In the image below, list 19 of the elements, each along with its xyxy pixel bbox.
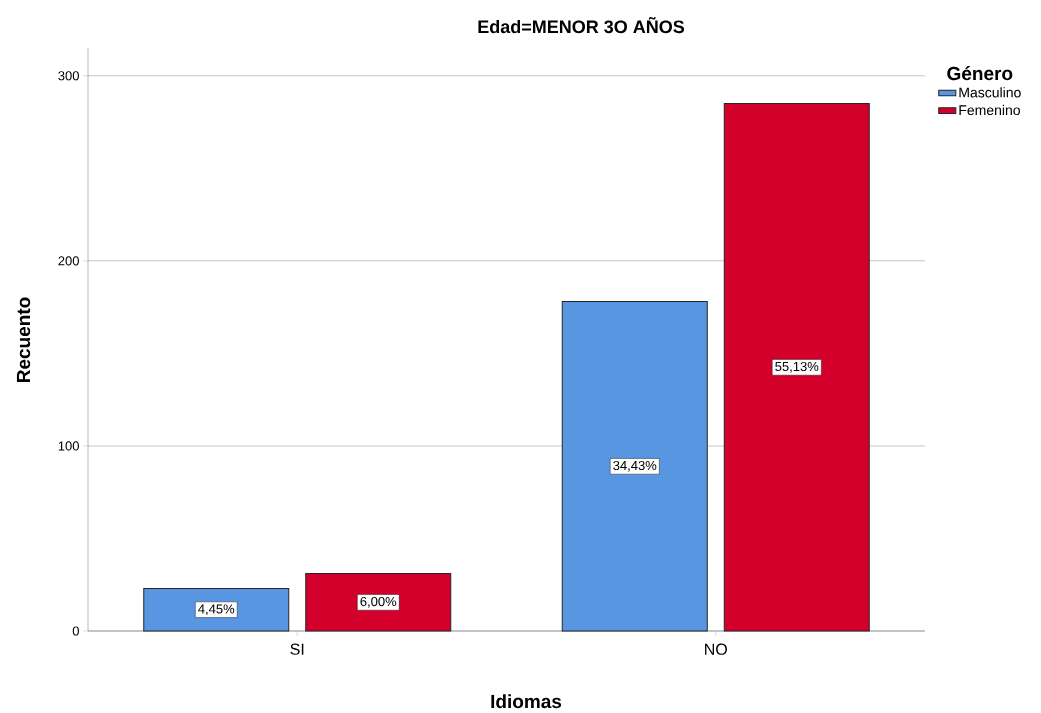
legend-label: Masculino <box>959 87 1021 98</box>
legend-title: Género <box>947 66 1013 81</box>
chart-title: Edad=MENOR 3O AÑOS <box>478 16 685 34</box>
bar <box>723 103 870 632</box>
bar <box>561 301 708 632</box>
x-tick-label: SI <box>290 643 304 655</box>
legend-label: Femenino <box>959 104 1020 116</box>
y-tick-label: 100 <box>58 441 79 451</box>
x-axis-title: Idiomas <box>491 694 562 709</box>
bar <box>305 573 452 632</box>
annotation: 6,00% <box>360 596 397 608</box>
x-tick-label: NO <box>705 643 727 655</box>
annotation: 4,45% <box>198 604 235 616</box>
y-tick-label: 0 <box>72 626 79 636</box>
annotation: 34,43% <box>613 460 657 472</box>
y-tick-label: 200 <box>58 256 79 266</box>
annotation: 55,13% <box>775 361 819 373</box>
y-axis-title: Recuento <box>16 297 31 383</box>
y-tick-label: 300 <box>58 71 79 81</box>
